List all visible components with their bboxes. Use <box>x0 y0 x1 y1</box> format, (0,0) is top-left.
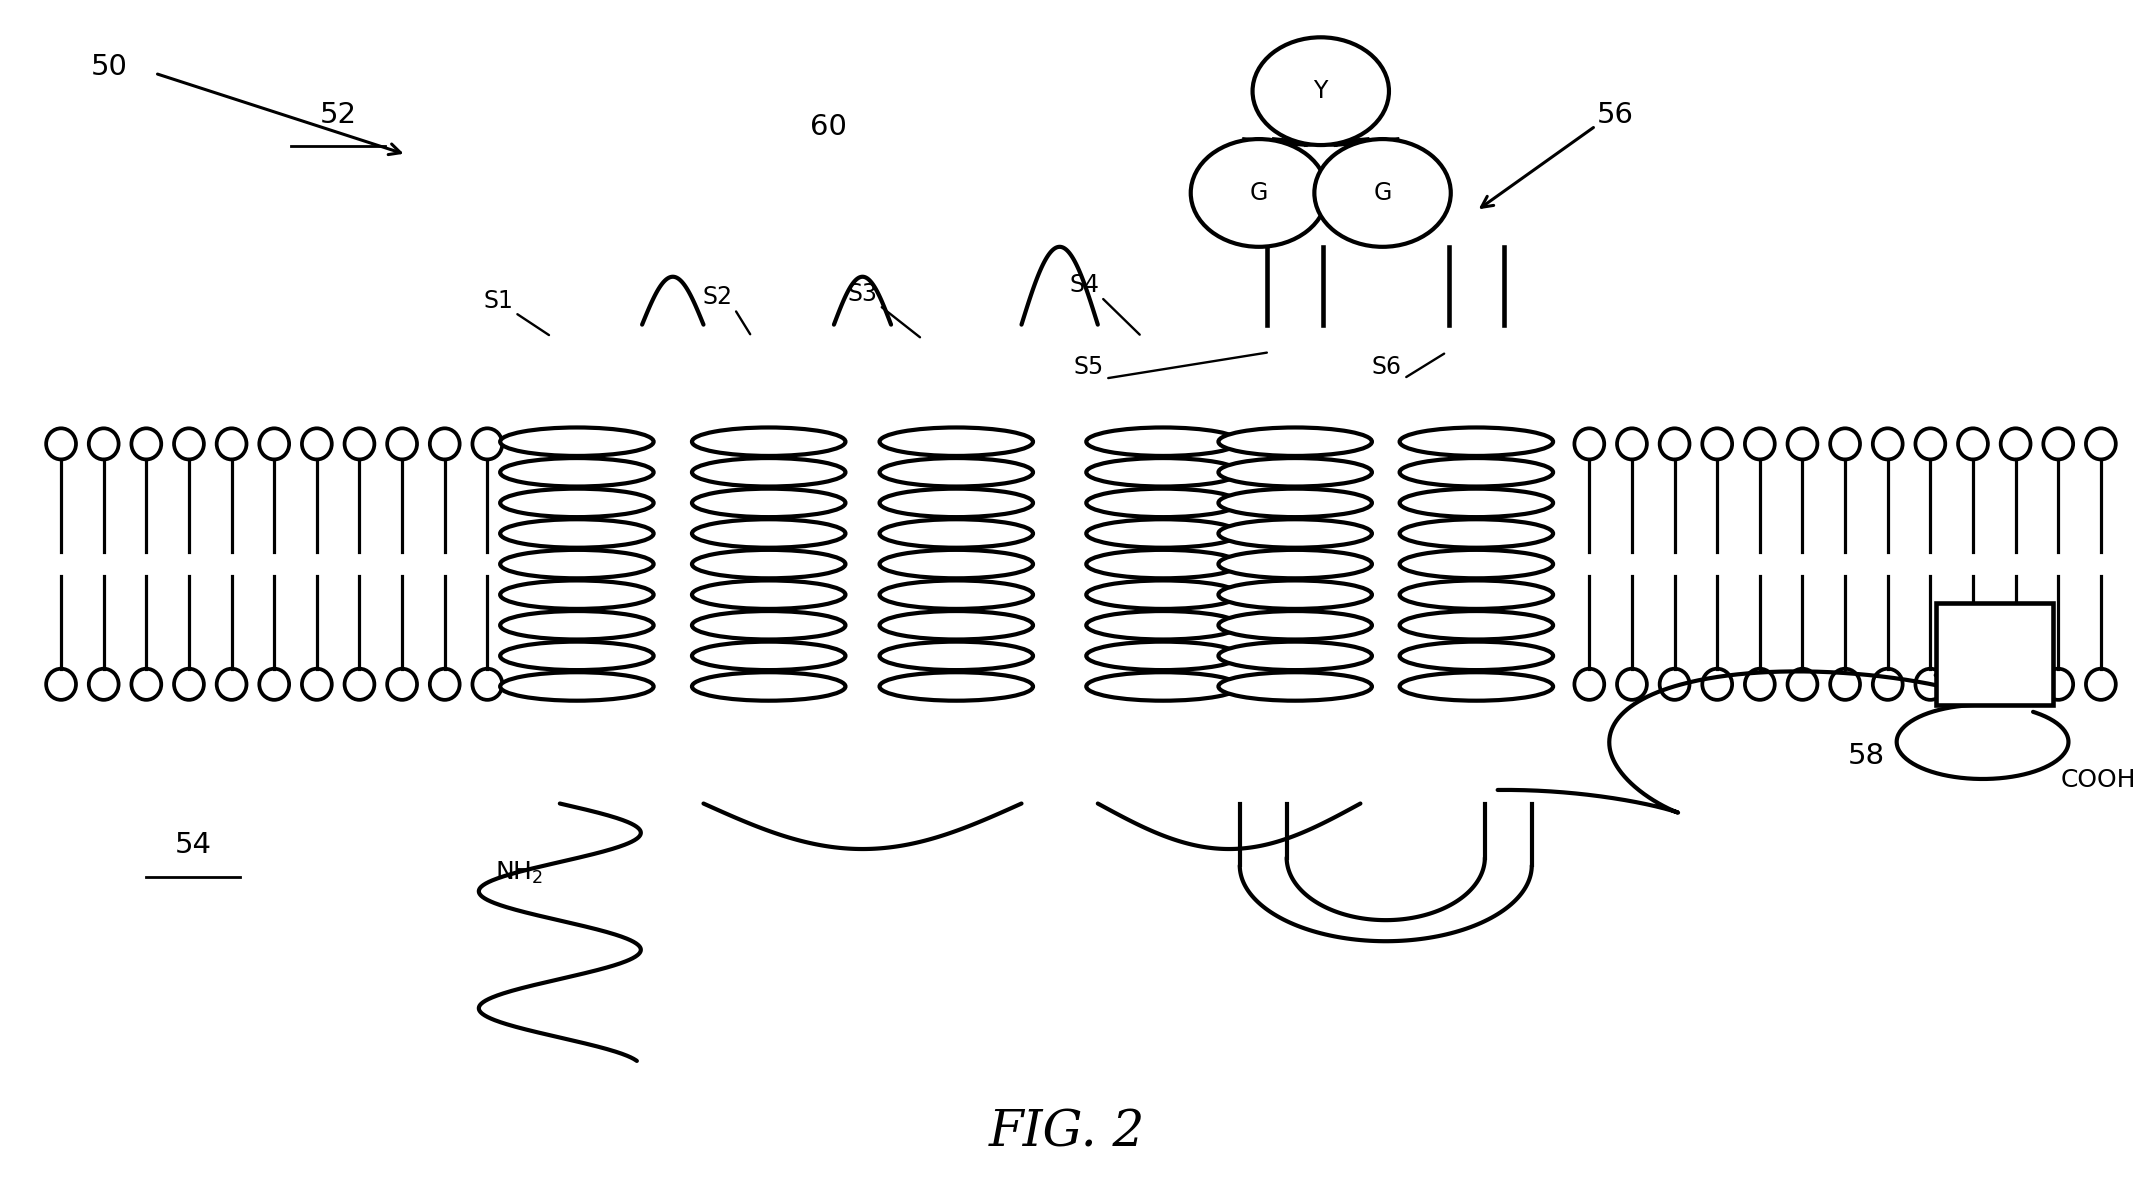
Ellipse shape <box>1087 672 1240 701</box>
Text: Y: Y <box>1313 79 1328 103</box>
Ellipse shape <box>499 488 655 517</box>
Text: S3: S3 <box>848 282 878 306</box>
Text: S6: S6 <box>1371 354 1402 378</box>
Ellipse shape <box>1219 581 1371 608</box>
Text: S4: S4 <box>1070 274 1100 298</box>
Text: COOH: COOH <box>2060 768 2136 792</box>
Ellipse shape <box>881 550 1033 578</box>
Text: 60: 60 <box>810 113 846 142</box>
Ellipse shape <box>881 581 1033 608</box>
Ellipse shape <box>1399 642 1552 670</box>
Ellipse shape <box>1253 37 1389 145</box>
Ellipse shape <box>1087 427 1240 456</box>
Ellipse shape <box>1191 139 1326 247</box>
Ellipse shape <box>881 642 1033 670</box>
Text: NH$_2$: NH$_2$ <box>495 860 543 886</box>
Ellipse shape <box>1399 611 1552 640</box>
Ellipse shape <box>1219 642 1371 670</box>
Ellipse shape <box>1399 488 1552 517</box>
Ellipse shape <box>691 458 846 486</box>
Ellipse shape <box>881 611 1033 640</box>
Text: S2: S2 <box>702 286 732 310</box>
Bar <box>1936 602 2054 704</box>
Ellipse shape <box>1087 550 1240 578</box>
Ellipse shape <box>499 458 655 486</box>
Ellipse shape <box>691 611 846 640</box>
Ellipse shape <box>881 458 1033 486</box>
Ellipse shape <box>499 581 655 608</box>
Ellipse shape <box>499 550 655 578</box>
Ellipse shape <box>1219 611 1371 640</box>
Text: G: G <box>1374 181 1391 205</box>
Ellipse shape <box>1087 520 1240 547</box>
Ellipse shape <box>1399 427 1552 456</box>
Ellipse shape <box>691 550 846 578</box>
Ellipse shape <box>499 520 655 547</box>
Text: 56: 56 <box>1595 101 1634 130</box>
Ellipse shape <box>1219 520 1371 547</box>
Text: 50: 50 <box>90 53 127 82</box>
Ellipse shape <box>499 611 655 640</box>
Ellipse shape <box>499 427 655 456</box>
Ellipse shape <box>1399 581 1552 608</box>
Text: 52: 52 <box>319 101 357 130</box>
Ellipse shape <box>691 581 846 608</box>
Ellipse shape <box>1087 488 1240 517</box>
Text: 54: 54 <box>174 832 211 859</box>
Ellipse shape <box>1087 642 1240 670</box>
Ellipse shape <box>1087 458 1240 486</box>
Ellipse shape <box>1399 550 1552 578</box>
Text: 58: 58 <box>1847 742 1886 769</box>
Text: S1: S1 <box>482 289 512 313</box>
Text: S5: S5 <box>1074 354 1104 378</box>
Ellipse shape <box>1399 672 1552 701</box>
Ellipse shape <box>881 520 1033 547</box>
Ellipse shape <box>1087 611 1240 640</box>
Ellipse shape <box>1219 488 1371 517</box>
Ellipse shape <box>691 427 846 456</box>
Ellipse shape <box>1219 550 1371 578</box>
Ellipse shape <box>691 488 846 517</box>
Ellipse shape <box>499 672 655 701</box>
Ellipse shape <box>1219 427 1371 456</box>
Ellipse shape <box>691 642 846 670</box>
Ellipse shape <box>1399 458 1552 486</box>
Text: G: G <box>1249 181 1268 205</box>
Text: FIG. 2: FIG. 2 <box>988 1108 1145 1158</box>
Ellipse shape <box>881 672 1033 701</box>
Ellipse shape <box>691 672 846 701</box>
Ellipse shape <box>499 642 655 670</box>
Ellipse shape <box>1313 139 1451 247</box>
Ellipse shape <box>1219 458 1371 486</box>
Ellipse shape <box>1399 520 1552 547</box>
Ellipse shape <box>1087 581 1240 608</box>
Ellipse shape <box>691 520 846 547</box>
Ellipse shape <box>881 488 1033 517</box>
Ellipse shape <box>881 427 1033 456</box>
Ellipse shape <box>1219 672 1371 701</box>
